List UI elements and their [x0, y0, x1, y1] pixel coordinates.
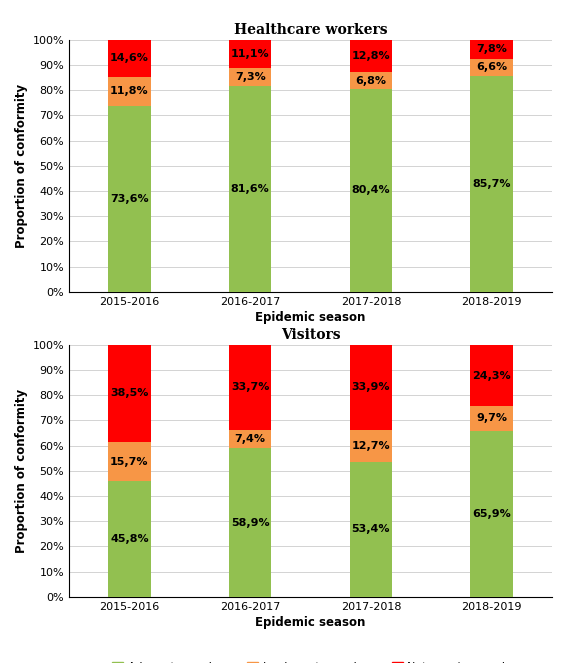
- Y-axis label: Proportion of conformity: Proportion of conformity: [16, 84, 28, 248]
- X-axis label: Epidemic season: Epidemic season: [255, 311, 366, 324]
- Bar: [470, 76, 513, 292]
- Bar: [350, 72, 392, 89]
- Bar: [108, 442, 151, 481]
- Text: 9,7%: 9,7%: [476, 414, 507, 424]
- Text: 7,8%: 7,8%: [476, 44, 507, 54]
- Text: 33,7%: 33,7%: [231, 382, 269, 392]
- Bar: [108, 106, 151, 292]
- Text: 24,3%: 24,3%: [472, 371, 511, 381]
- Text: 14,6%: 14,6%: [110, 53, 149, 63]
- Text: 7,4%: 7,4%: [235, 434, 266, 444]
- Bar: [108, 481, 151, 597]
- Legend: Adequate mask use, Inadequate mask use, Not wearing mask: Adequate mask use, Inadequate mask use, …: [108, 658, 513, 663]
- Bar: [229, 40, 271, 68]
- Text: 33,9%: 33,9%: [352, 383, 390, 392]
- Bar: [229, 345, 271, 430]
- Bar: [350, 89, 392, 292]
- Bar: [108, 40, 151, 76]
- Bar: [470, 40, 513, 59]
- Text: 53,4%: 53,4%: [352, 524, 390, 534]
- Text: 85,7%: 85,7%: [473, 179, 511, 189]
- Y-axis label: Proportion of conformity: Proportion of conformity: [16, 389, 28, 553]
- Text: 11,8%: 11,8%: [110, 86, 149, 96]
- Legend: Adequate mask use, Inadequate mask use, Not wearing mask: Adequate mask use, Inadequate mask use, …: [108, 353, 513, 371]
- Bar: [470, 406, 513, 431]
- Bar: [108, 345, 151, 442]
- X-axis label: Epidemic season: Epidemic season: [255, 616, 366, 629]
- Bar: [108, 76, 151, 106]
- Text: 12,7%: 12,7%: [351, 441, 390, 451]
- Text: 6,8%: 6,8%: [355, 76, 386, 86]
- Title: Visitors: Visitors: [281, 328, 340, 342]
- Text: 80,4%: 80,4%: [351, 186, 390, 196]
- Text: 12,8%: 12,8%: [351, 51, 390, 61]
- Text: 73,6%: 73,6%: [110, 194, 149, 204]
- Text: 81,6%: 81,6%: [231, 184, 270, 194]
- Bar: [350, 345, 392, 430]
- Text: 11,1%: 11,1%: [231, 49, 270, 59]
- Bar: [229, 86, 271, 292]
- Bar: [470, 59, 513, 76]
- Bar: [350, 462, 392, 597]
- Text: 38,5%: 38,5%: [110, 389, 148, 398]
- Bar: [229, 430, 271, 448]
- Bar: [470, 345, 513, 406]
- Text: 15,7%: 15,7%: [110, 457, 148, 467]
- Text: 6,6%: 6,6%: [476, 62, 507, 72]
- Text: 58,9%: 58,9%: [231, 518, 270, 528]
- Bar: [350, 430, 392, 462]
- Bar: [350, 40, 392, 72]
- Text: 65,9%: 65,9%: [472, 509, 511, 518]
- Title: Healthcare workers: Healthcare workers: [233, 23, 388, 37]
- Text: 45,8%: 45,8%: [110, 534, 149, 544]
- Bar: [229, 448, 271, 597]
- Bar: [470, 431, 513, 597]
- Bar: [229, 68, 271, 86]
- Text: 7,3%: 7,3%: [235, 72, 266, 82]
